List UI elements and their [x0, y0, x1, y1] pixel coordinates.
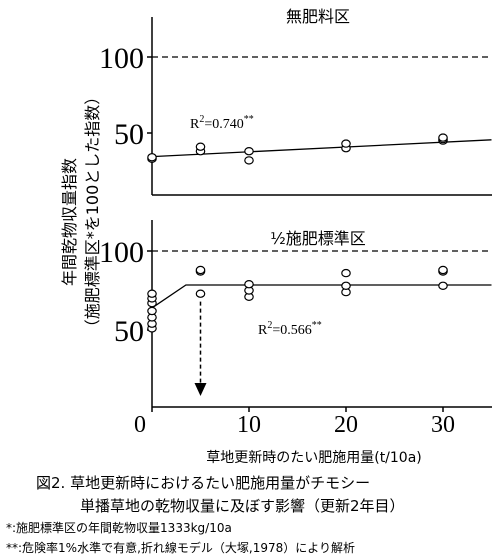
panel-half-standard: ½施肥標準区 100 50 R2=0.566**: [99, 220, 492, 412]
data-point: [244, 280, 254, 289]
fit-line-group: [151, 139, 492, 158]
panel-no-fertilizer: 無肥料区 100 50 R2=0.740**: [99, 7, 492, 196]
figure-canvas: 年間乾物収量指数 （施肥標準区*を100とした指数） 無肥料区 100 50 R…: [60, 7, 492, 466]
data-point: [341, 139, 351, 148]
data-point: [438, 265, 448, 275]
r2-superscript: 2: [267, 320, 272, 331]
r2-value: =0.740: [204, 117, 243, 132]
threshold-arrow: [194, 301, 207, 396]
y-tick-label-50: 50: [114, 315, 144, 348]
data-points: [147, 265, 448, 333]
y-tick-label-50: 50: [114, 118, 144, 151]
r2-annotation: R2=0.566**: [258, 320, 322, 338]
data-point: [195, 265, 206, 275]
r2-value: =0.566: [272, 323, 311, 338]
data-point: [438, 281, 448, 290]
data-point: [438, 133, 448, 142]
data-point: [195, 289, 206, 298]
fit-line: [151, 139, 492, 158]
data-point: [341, 268, 351, 278]
x-tick-label-20: 20: [334, 412, 358, 438]
footnote-1: *:施肥標準区の年間乾物収量1333kg/10a: [6, 521, 232, 535]
x-tick-label-30: 30: [431, 412, 455, 438]
data-point: [147, 289, 157, 298]
data-points: [147, 133, 448, 165]
r2-prefix: R: [190, 117, 200, 132]
r2-superscript: 2: [199, 114, 204, 125]
r2-annotation: R2=0.740**: [190, 114, 254, 132]
fit-line: [151, 284, 492, 309]
fit-line-group: [151, 284, 492, 309]
data-point: [195, 142, 206, 151]
data-point: [244, 156, 254, 165]
figure-caption-line2: 単播草地の乾物収量に及ぼす影響（更新2年目）: [80, 497, 405, 515]
x-axis-label: 草地更新時のたい肥施用量(t/10a): [206, 450, 422, 466]
data-point: [147, 153, 157, 162]
y-tick-label-100: 100: [99, 42, 144, 75]
data-point: [244, 146, 254, 156]
y-tick-label-100: 100: [99, 236, 144, 269]
r2-significance: **: [244, 114, 254, 125]
data-point: [147, 306, 157, 316]
y-axis-label-line1: 年間乾物収量指数: [60, 158, 79, 286]
x-tick-labels: 0 10 20 30: [134, 412, 455, 438]
r2-prefix: R: [258, 323, 268, 338]
footnote-2: **:危険率1%水準で有意,折れ線モデル（大塚,1978）により解析: [6, 541, 356, 555]
x-tick-label-0: 0: [134, 412, 146, 438]
panel-title: ½施肥標準区: [270, 229, 366, 248]
panel-title: 無肥料区: [286, 7, 350, 26]
arrow-head: [194, 383, 207, 396]
r2-significance: **: [312, 320, 322, 331]
y-axis-label: 年間乾物収量指数 （施肥標準区*を100とした指数）: [60, 89, 102, 336]
figure-caption-line1: 図2. 草地更新時におけるたい肥施用量がチモシー: [36, 474, 371, 492]
data-point: [341, 281, 351, 290]
y-axis-label-line2: （施肥標準区*を100とした指数）: [83, 89, 102, 336]
x-tick-label-10: 10: [237, 412, 261, 438]
